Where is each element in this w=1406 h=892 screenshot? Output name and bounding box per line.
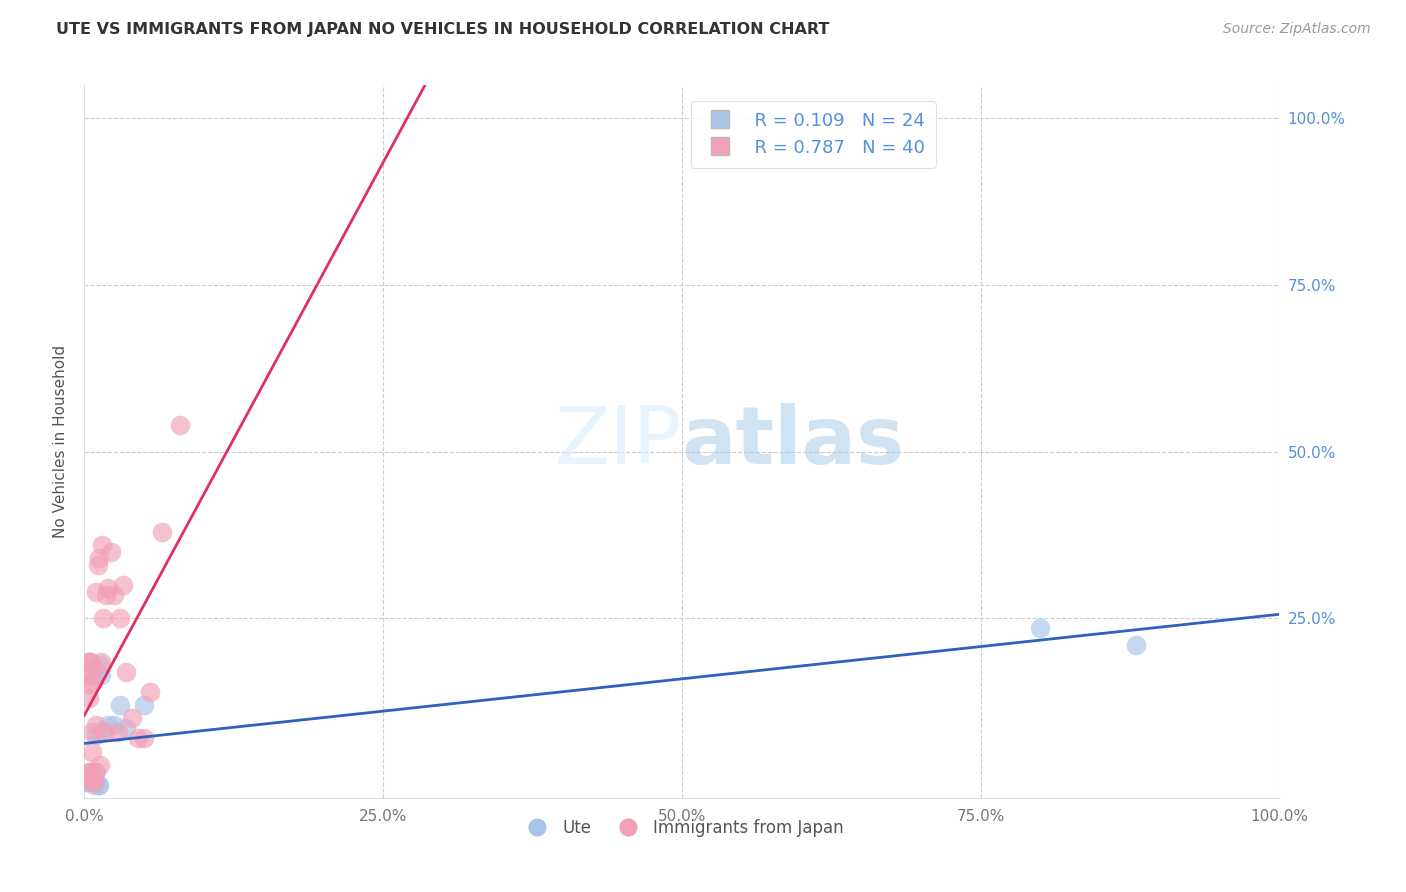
- Point: [84, 764, 107, 779]
- Point: [77, 655, 100, 669]
- Point: [89, 657, 111, 672]
- Point: [93, 724, 115, 739]
- Point: [97, 581, 120, 595]
- Point: [100, 544, 122, 558]
- Point: [73, 768, 96, 782]
- Point: [91, 538, 114, 552]
- Point: [132, 731, 156, 746]
- Point: [87, 778, 110, 792]
- Point: [150, 524, 173, 539]
- Point: [84, 774, 107, 789]
- Point: [83, 774, 105, 789]
- Point: [86, 584, 108, 599]
- Point: [79, 668, 101, 682]
- Point: [91, 724, 114, 739]
- Point: [87, 551, 110, 566]
- Point: [77, 678, 100, 692]
- Point: [80, 774, 103, 789]
- Text: atlas: atlas: [682, 402, 905, 481]
- Point: [121, 711, 143, 725]
- Point: [80, 764, 103, 779]
- Point: [83, 661, 105, 675]
- Point: [103, 718, 125, 732]
- Text: Source: ZipAtlas.com: Source: ZipAtlas.com: [1223, 22, 1371, 37]
- Point: [86, 728, 108, 742]
- Point: [115, 665, 138, 679]
- Point: [82, 772, 104, 786]
- Point: [110, 611, 132, 625]
- Point: [77, 774, 100, 789]
- Point: [1029, 621, 1052, 635]
- Point: [79, 764, 101, 779]
- Point: [76, 768, 98, 782]
- Text: UTE VS IMMIGRANTS FROM JAPAN NO VEHICLES IN HOUSEHOLD CORRELATION CHART: UTE VS IMMIGRANTS FROM JAPAN NO VEHICLES…: [56, 22, 830, 37]
- Point: [83, 778, 105, 792]
- Point: [86, 764, 108, 779]
- Text: ZIP: ZIP: [554, 402, 682, 481]
- Point: [111, 578, 134, 592]
- Point: [132, 698, 156, 712]
- Point: [79, 655, 101, 669]
- Point: [86, 718, 108, 732]
- Point: [77, 691, 100, 706]
- Point: [90, 668, 112, 682]
- Point: [107, 724, 129, 739]
- Point: [82, 774, 104, 789]
- Point: [90, 655, 112, 669]
- Point: [77, 764, 100, 779]
- Point: [83, 668, 105, 682]
- Point: [82, 674, 104, 689]
- Point: [77, 772, 100, 786]
- Point: [1125, 638, 1147, 652]
- Point: [139, 684, 162, 698]
- Point: [86, 558, 108, 572]
- Point: [75, 772, 97, 786]
- Point: [169, 417, 191, 432]
- Point: [79, 655, 101, 669]
- Y-axis label: No Vehicles in Household: No Vehicles in Household: [52, 345, 67, 538]
- Point: [97, 718, 120, 732]
- Point: [94, 588, 117, 602]
- Point: [115, 721, 138, 735]
- Point: [80, 724, 103, 739]
- Point: [73, 774, 96, 789]
- Point: [110, 698, 132, 712]
- Legend: Ute, Immigrants from Japan: Ute, Immigrants from Japan: [513, 813, 851, 844]
- Point: [89, 758, 111, 772]
- Point: [86, 778, 108, 792]
- Point: [103, 588, 125, 602]
- Point: [93, 611, 115, 625]
- Point: [127, 731, 149, 746]
- Point: [80, 745, 103, 759]
